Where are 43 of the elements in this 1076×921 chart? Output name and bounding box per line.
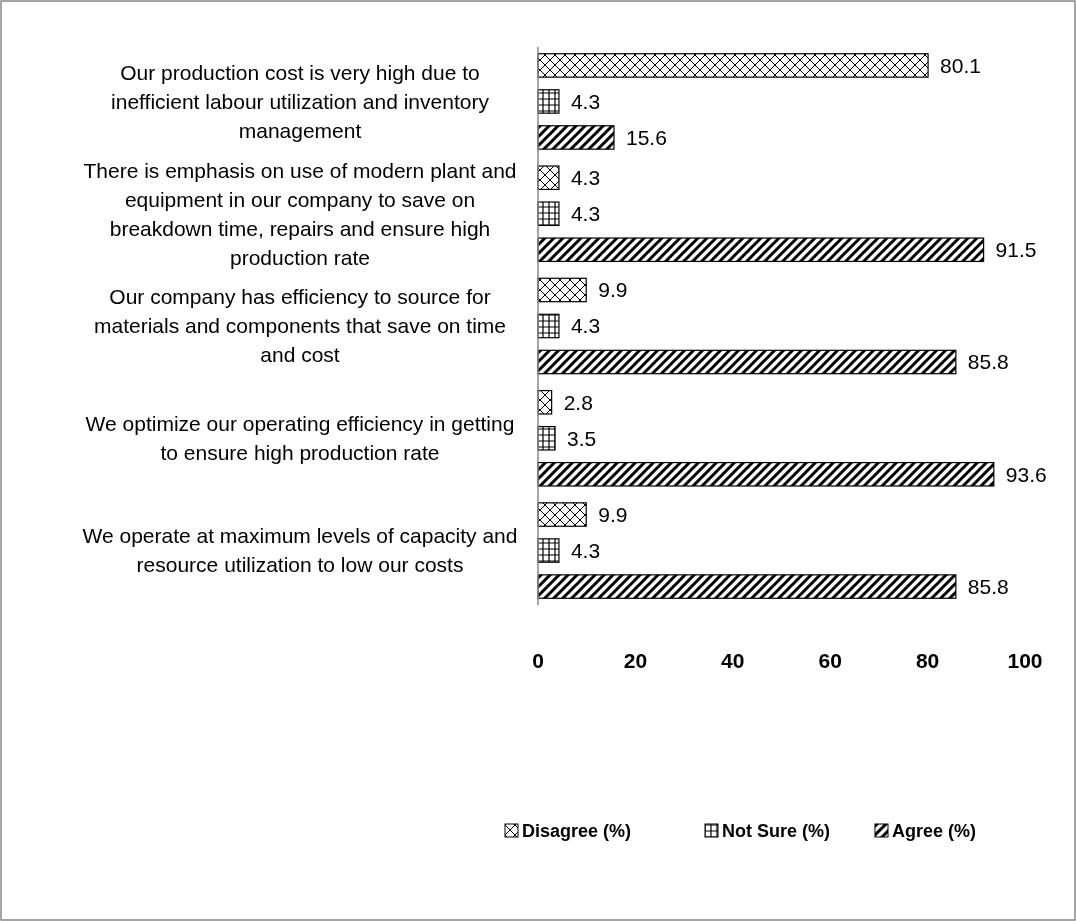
data-label: 4.3 [570,314,601,338]
data-label: 9.9 [598,502,628,526]
bar [537,277,587,303]
bar [537,502,587,527]
data-label: 85.8 [967,350,1009,374]
y-tick-label: We optimize our operating efficiency in getting to ensure high production rate [85,412,515,465]
data-label: 4.3 [570,538,601,562]
bar [537,425,556,451]
bar [537,313,560,339]
data-label: 4.3 [570,166,601,190]
x-tick-label: 20 [623,649,648,672]
x-tick-label: 60 [818,649,842,672]
bar [537,237,985,263]
y-tick-label: We operate at maximum levels of capacity and resource utilization to low our costs [82,524,518,577]
data-label: 91.5 [995,238,1037,262]
x-tick-label: 80 [915,649,940,672]
data-label: 4.3 [570,202,601,226]
x-tick-label: 100 [1007,649,1043,672]
x-tick-label: 0 [532,649,544,672]
x-tick-label: 40 [721,649,745,672]
data-label: 93.6 [1005,462,1047,486]
y-tick-label: Our production cost is very high due to inefficient labour utilization and inventory management [111,60,490,142]
bar [537,125,615,150]
data-label: 9.9 [598,278,628,302]
bar [537,201,560,227]
bar [537,538,560,563]
bar [537,349,957,375]
data-label: 85.8 [967,574,1009,598]
data-label: 15.6 [625,125,667,149]
data-label: 3.5 [567,426,597,450]
data-label: 2.8 [563,390,593,414]
bar [537,53,929,78]
y-tick-label: There is emphasis on use of modern plant and equipment in our company to save on breakdown time, repairs and ensure high production rate [83,158,517,269]
bar [537,89,560,114]
legend-label: Agree (%) [892,821,977,842]
legend-label: Disagree (%) [522,821,632,842]
legend-label: Not Sure (%) [722,821,831,842]
data-label: 4.3 [570,89,601,113]
bar [537,165,560,191]
data-label: 80.1 [940,53,981,77]
bar [537,574,957,599]
y-tick-label: Our company has efficiency to source for materials and components that save on time and cost [93,285,507,367]
bar [537,461,995,487]
